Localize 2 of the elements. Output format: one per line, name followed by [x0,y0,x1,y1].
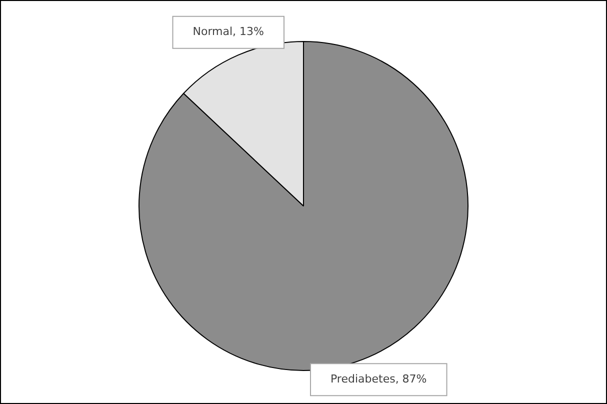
slice-label: Prediabetes, 87% [330,372,427,386]
slice-label: Normal, 13% [192,25,264,38]
